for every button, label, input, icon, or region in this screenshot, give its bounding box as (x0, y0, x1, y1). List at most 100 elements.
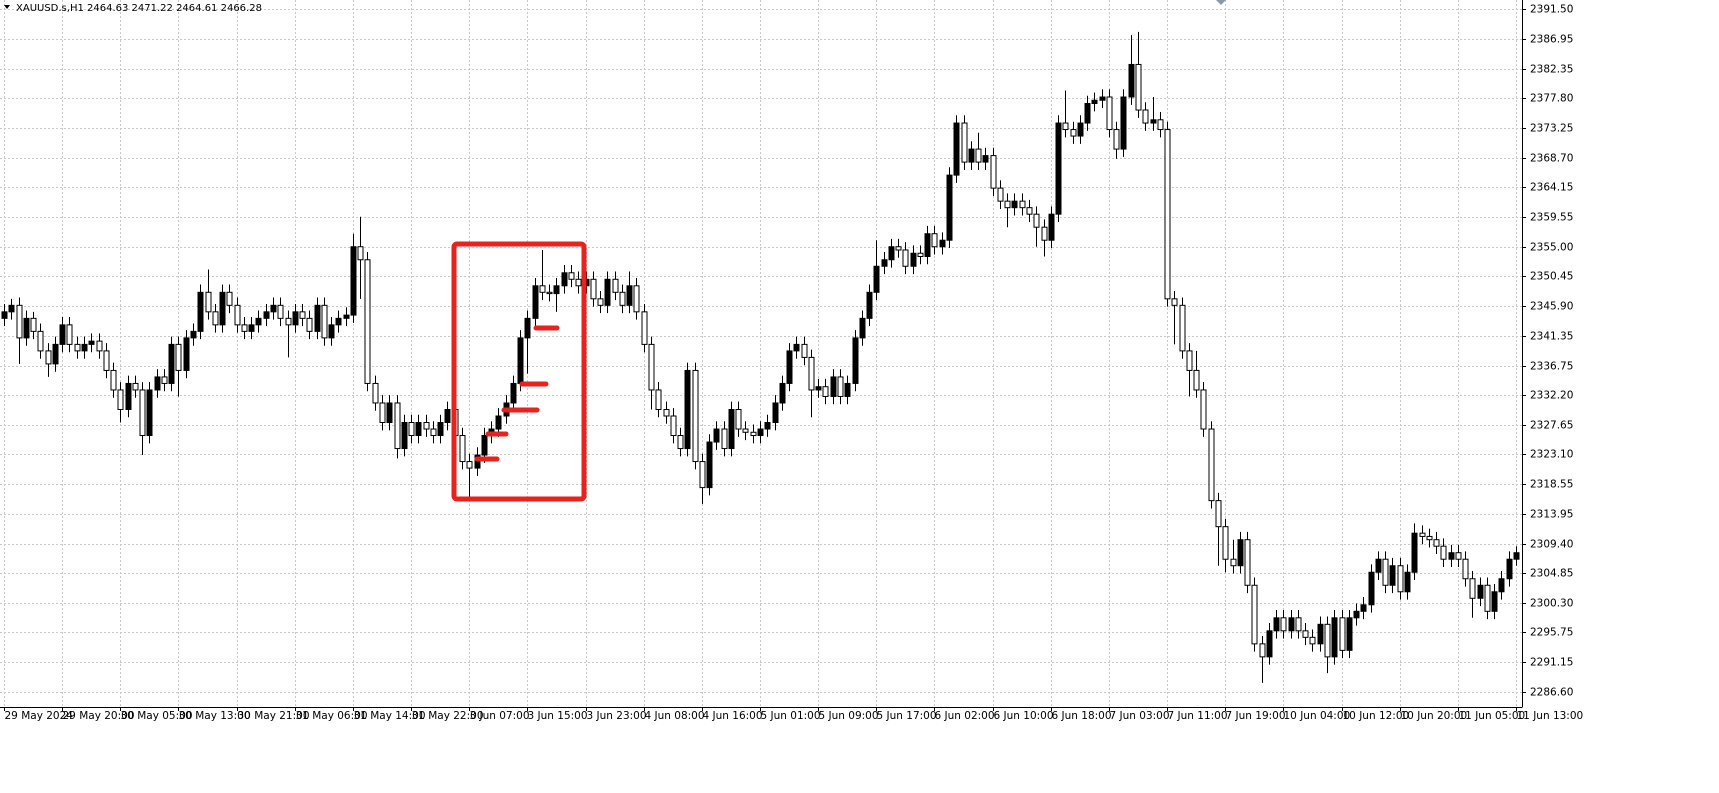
candle-body (197, 291, 204, 332)
candle-body (910, 252, 917, 267)
candle-body (285, 317, 292, 326)
candle-body (205, 291, 212, 313)
y-tick-label: 2318.55 (1530, 479, 1573, 491)
candle-body (219, 291, 226, 326)
candle-body (931, 233, 938, 248)
candle-body (772, 402, 779, 424)
candle-body (735, 408, 742, 430)
grid (0, 0, 1522, 707)
candle-body (364, 259, 371, 384)
candle-body (37, 330, 44, 352)
candle-body (1244, 539, 1251, 586)
candle-body (844, 382, 851, 397)
candle-body (692, 369, 699, 463)
candle-body (968, 148, 975, 163)
candle-body (626, 285, 633, 306)
candle-body (786, 350, 793, 384)
candle-body (1062, 122, 1069, 131)
y-tick-label: 2364.15 (1530, 182, 1573, 194)
candle-body (459, 435, 466, 463)
candle-body (706, 441, 713, 489)
candle-body (597, 298, 604, 306)
x-tick-label: 30 May 05:00 (121, 710, 193, 722)
candle-body (1455, 552, 1462, 560)
candle-body (1317, 623, 1324, 645)
candle-body (953, 122, 960, 176)
candle-body (466, 461, 473, 469)
candles (1, 31, 1520, 683)
candle-body (517, 337, 524, 384)
candle-body (1128, 63, 1135, 98)
x-tick-label: 30 May 13:00 (179, 710, 251, 722)
candle-body (1419, 532, 1426, 537)
candle-body (1150, 119, 1157, 124)
candle-body (1041, 226, 1048, 241)
x-tick-label: 5 Jun 17:00 (877, 710, 937, 722)
x-tick-label: 6 Jun 18:00 (1052, 710, 1112, 722)
candle-body (1106, 96, 1113, 131)
candle-body (401, 422, 408, 450)
candle-body (801, 343, 808, 358)
candle-body (677, 435, 684, 450)
candle-body (663, 408, 670, 417)
candle-body (408, 422, 415, 437)
candle-body (924, 233, 931, 257)
candle-body (30, 317, 37, 332)
candle-body (648, 343, 655, 391)
candle-body (1077, 122, 1084, 137)
candle-body (1280, 617, 1287, 632)
candle-body (532, 285, 539, 319)
candle-body (45, 350, 52, 365)
x-tick-label: 10 Jun 20:00 (1401, 710, 1468, 722)
labels: 2391.50 2386.95 2382.35 2377.80 2373.25 2368.… (4, 4, 1584, 722)
candle-body (1026, 207, 1033, 215)
highlight-box (451, 241, 587, 502)
candle-body (321, 304, 328, 339)
y-tick-label: 2373.25 (1530, 123, 1573, 135)
chart-title: XAUUSD.s,H1 2464.63 2471.22 2464.61 2466… (16, 3, 262, 14)
candle-body (481, 435, 488, 456)
x-tick-label: 4 Jun 16:00 (703, 710, 763, 722)
candle-body (74, 343, 81, 352)
candle-body (1157, 119, 1164, 131)
candle-body (975, 148, 982, 163)
candle-body (1484, 584, 1491, 612)
candle-body (1193, 369, 1200, 391)
candle-body (379, 402, 386, 424)
candle-body (306, 317, 313, 332)
candle-body (161, 376, 168, 384)
candle-body (939, 239, 946, 248)
candle-body (183, 337, 190, 371)
candle-body (830, 376, 837, 397)
x-tick-label: 3 Jun 15:00 (528, 710, 588, 722)
x-tick-label: 4 Jun 08:00 (645, 710, 705, 722)
x-tick-label: 11 Jun 05:00 (1459, 710, 1526, 722)
candle-body (1295, 617, 1302, 632)
menu-arrow[interactable] (4, 5, 10, 9)
candle-body (117, 389, 124, 410)
candle-body (1142, 109, 1149, 124)
candle-body (299, 311, 306, 319)
candle-body (553, 285, 560, 295)
candle-body (510, 382, 517, 404)
candle-body (234, 304, 241, 326)
candle-body (1230, 558, 1237, 567)
candle-body (16, 304, 23, 339)
candle-body (1397, 565, 1404, 593)
x-tick-label: 11 Jun 13:00 (1517, 710, 1584, 722)
candle-body (1498, 578, 1505, 593)
candle-body (1215, 500, 1222, 528)
y-tick-label: 2332.20 (1530, 390, 1573, 402)
candle-body (81, 343, 88, 352)
candle-body (350, 246, 357, 316)
candle-body (1164, 129, 1171, 300)
candle-body (1513, 552, 1520, 560)
candle-body (139, 389, 146, 437)
candle-body (1259, 643, 1266, 658)
candle-body (1346, 617, 1353, 651)
candle-body (23, 317, 30, 339)
candle-body (815, 386, 822, 391)
y-tick-label: 2327.65 (1530, 420, 1573, 432)
x-tick-label: 5 Jun 01:00 (761, 710, 821, 722)
x-tick-label: 3 Jun 07:00 (470, 710, 530, 722)
